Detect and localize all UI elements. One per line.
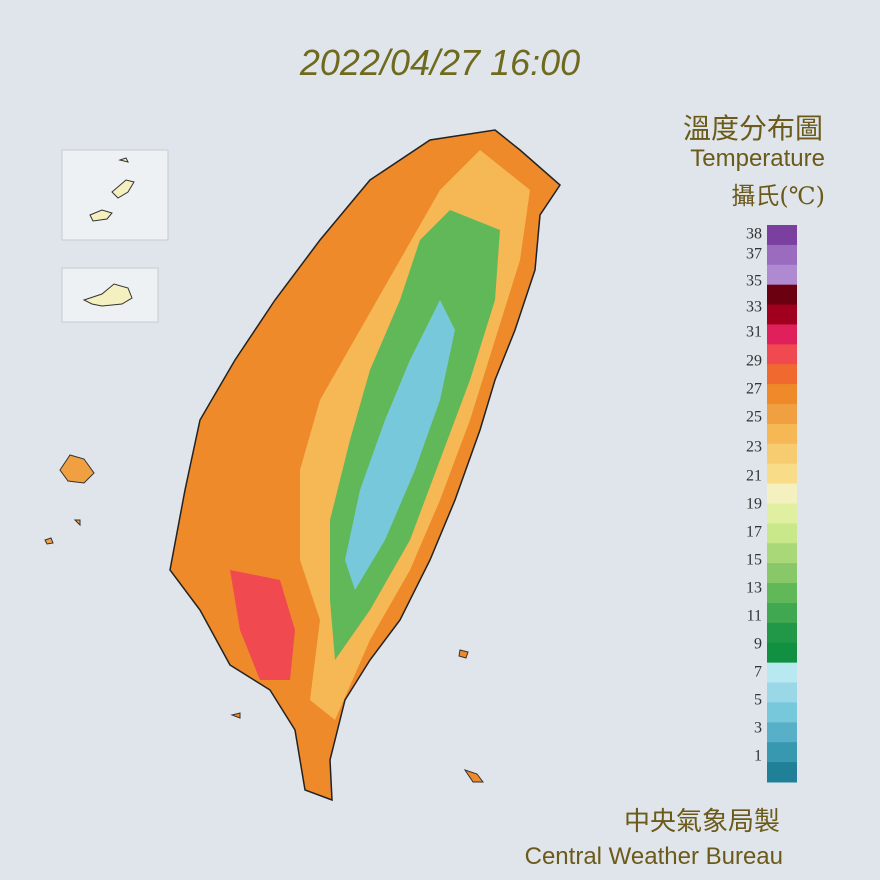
legend-swatch	[767, 463, 797, 485]
penghu	[44, 454, 95, 545]
legend-label: 9	[754, 636, 762, 653]
legend-label: 25	[746, 409, 762, 426]
footer-zh: 中央氣象局製	[624, 807, 780, 837]
taiwan-peaks	[345, 300, 455, 590]
legend-label: 35	[746, 273, 762, 290]
legend-label: 33	[746, 299, 762, 316]
inset-islands	[82, 283, 133, 307]
legend-swatch	[767, 602, 797, 624]
legend-swatch	[767, 244, 797, 266]
legend-swatch	[767, 722, 797, 743]
legend-swatch	[767, 225, 797, 246]
unit: 攝氏(℃)	[731, 182, 825, 210]
legend-swatch	[767, 682, 797, 703]
legend-swatch	[767, 483, 797, 504]
subtitle: Temperature	[690, 145, 825, 172]
legend-label: 37	[746, 246, 762, 263]
legend-swatch	[767, 642, 797, 664]
legend-swatch	[767, 622, 797, 644]
legend-label: 19	[746, 496, 762, 513]
legend-label: 11	[747, 608, 762, 625]
legend-label: 17	[746, 524, 762, 541]
legend-swatch	[767, 443, 797, 465]
legend-swatch	[767, 583, 797, 604]
legend-label: 3	[754, 720, 762, 737]
footer-en: Central Weather Bureau	[525, 843, 783, 870]
legend-label: 27	[746, 381, 762, 398]
legend-swatch	[767, 563, 797, 584]
legend-swatch	[767, 742, 797, 763]
legend-swatch	[767, 762, 797, 783]
legend-label: 13	[746, 580, 762, 597]
legend-swatch	[767, 702, 797, 723]
legend-swatch	[767, 523, 797, 544]
timestamp: 2022/04/27 16:00	[299, 42, 580, 83]
legend-label: 15	[746, 552, 762, 569]
legend-swatch	[767, 344, 797, 365]
legend-label: 31	[746, 324, 762, 341]
legend-swatch	[767, 284, 797, 306]
legend-label: 29	[746, 353, 762, 370]
legend-swatch	[767, 384, 797, 405]
legend-label: 7	[754, 664, 762, 681]
legend-swatch	[767, 304, 797, 325]
legend-swatch	[767, 503, 797, 524]
legend-label: 5	[754, 692, 762, 709]
legend-bar	[767, 225, 797, 783]
legend-swatch	[767, 324, 797, 345]
inset-islands	[89, 157, 135, 222]
islets	[230, 649, 484, 783]
legend-label: 23	[746, 439, 762, 456]
legend-swatch	[767, 364, 797, 385]
legend-label: 21	[746, 468, 762, 485]
legend-swatch	[767, 264, 797, 286]
legend-swatch	[767, 404, 797, 425]
legend-label: 1	[754, 748, 762, 765]
legend-swatch	[767, 662, 797, 684]
hot-area	[230, 570, 295, 680]
title: 溫度分布圖	[683, 112, 823, 145]
legend-swatch	[767, 543, 797, 564]
legend-swatch	[767, 423, 797, 445]
legend-label: 38	[746, 226, 762, 243]
